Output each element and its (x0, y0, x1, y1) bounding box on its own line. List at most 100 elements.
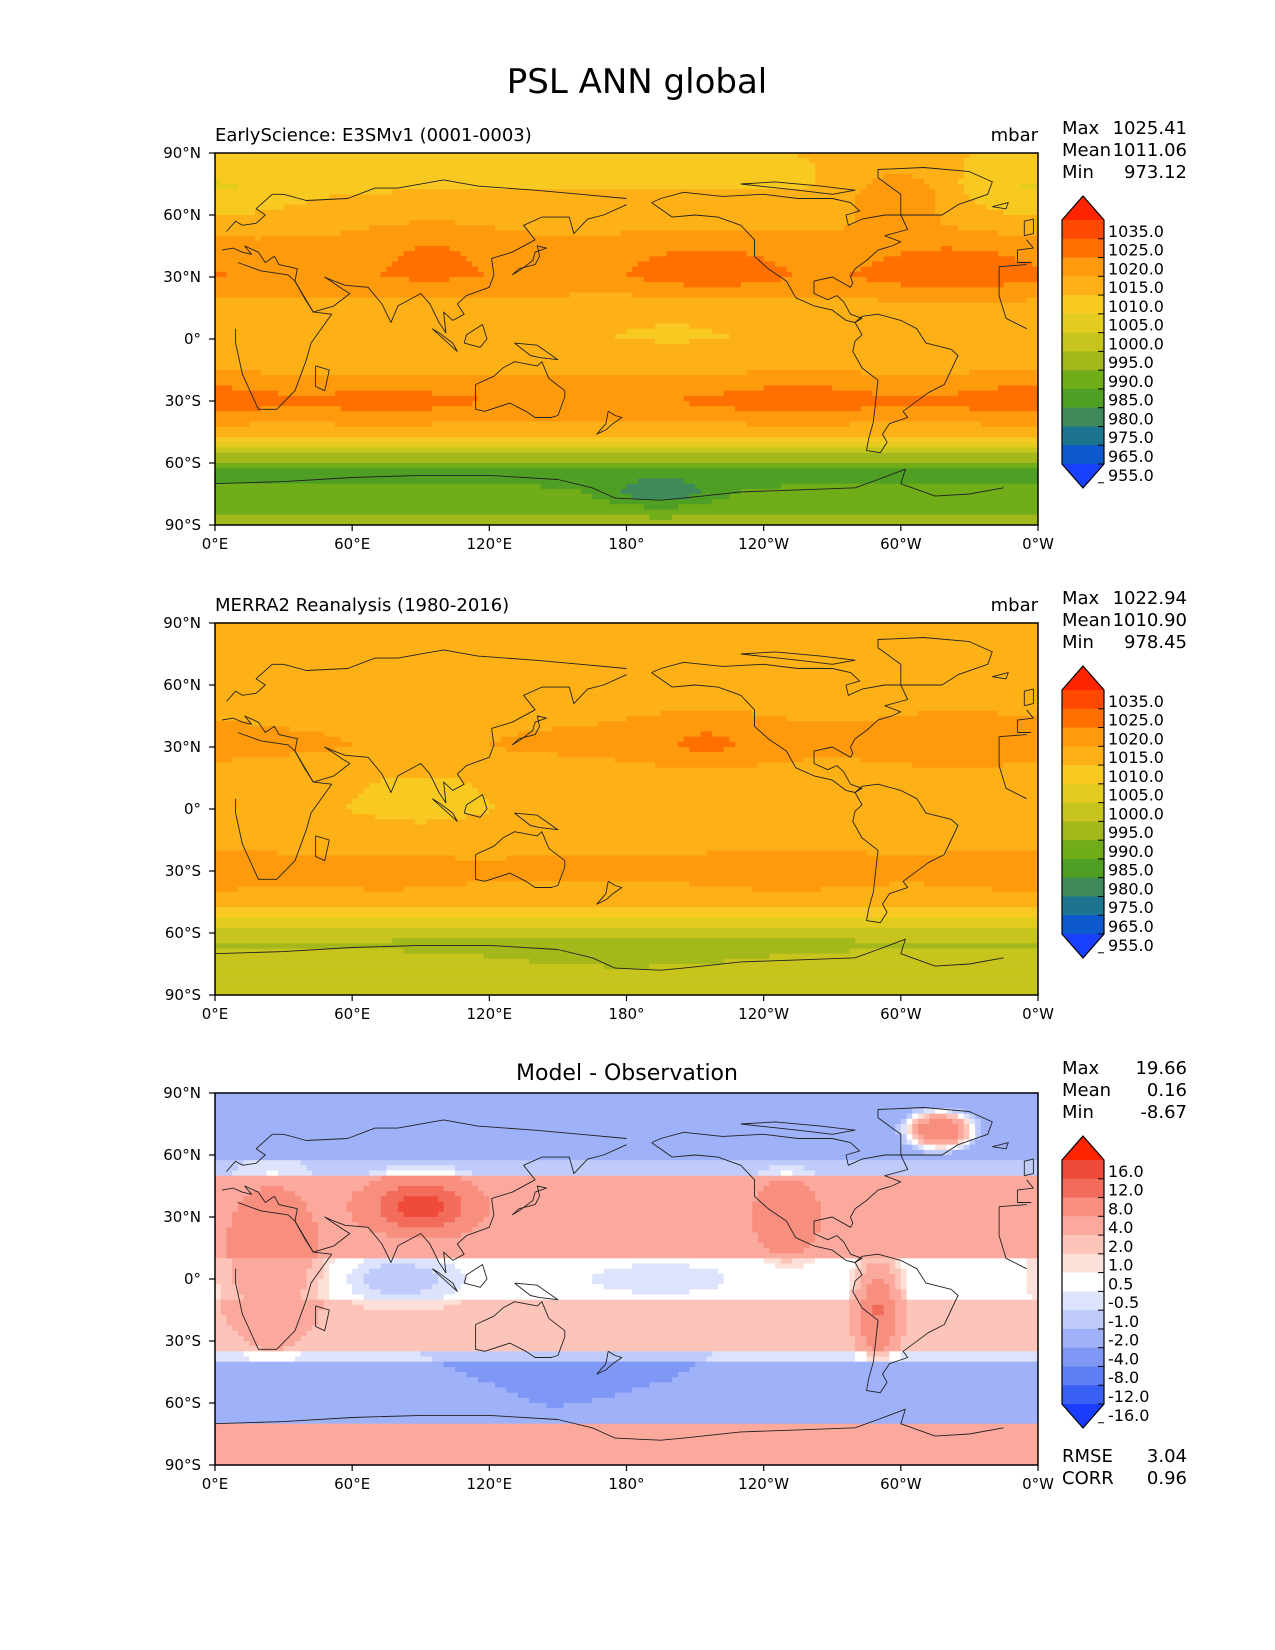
stat-value: 978.45 (1124, 632, 1187, 653)
colorbar-segment (1062, 1160, 1104, 1180)
field-cell (849, 421, 982, 428)
field-cell (369, 225, 496, 232)
field-cell (763, 385, 833, 392)
field-cell (906, 1134, 913, 1141)
field-cell (237, 1165, 308, 1172)
field-cell (306, 1201, 348, 1208)
field-cell (866, 1263, 890, 1270)
field-cell (215, 1366, 456, 1373)
stat-value: 3.04 (1147, 1446, 1187, 1467)
lat-tick-label: 30°N (163, 268, 201, 286)
field-cell (215, 643, 1038, 650)
field-cell (215, 1248, 228, 1254)
field-cell (969, 153, 1038, 159)
field-cell (643, 277, 782, 283)
field-cell (215, 865, 1038, 872)
field-cell (215, 416, 1038, 423)
field-cell (855, 209, 936, 216)
field-cell (472, 1227, 753, 1234)
field-cell (295, 1191, 353, 1197)
field-cell (215, 1423, 1038, 1430)
colorbar-segment (1062, 1310, 1104, 1330)
field-cell (460, 778, 1038, 784)
field-cell (917, 1144, 925, 1151)
field-cell (592, 1279, 725, 1285)
field-cell (397, 1186, 445, 1192)
field-cell (409, 277, 450, 283)
field-cell (820, 1201, 1038, 1208)
field-cell (809, 1186, 1038, 1192)
field-cell (906, 1113, 913, 1120)
field-cell (215, 1346, 262, 1352)
stat-value: 0.16 (1147, 1080, 1187, 1101)
lon-tick-label: 120°W (738, 535, 789, 553)
field-cell (529, 958, 725, 965)
field-cell (677, 1372, 1038, 1378)
field-cell (369, 1180, 473, 1187)
field-cell (900, 1356, 1038, 1363)
field-cell (746, 370, 862, 376)
field-cell (432, 390, 725, 397)
colorbar-tick-label: 1020.0 (1108, 259, 1164, 278)
field-cell (215, 654, 1038, 660)
field-cell (460, 251, 668, 257)
field-cell (215, 251, 405, 257)
field-cell (215, 633, 1038, 640)
field-cell (489, 1206, 753, 1213)
field-cell (477, 1222, 753, 1228)
field-cell (695, 483, 782, 490)
colorbar-segment (1062, 727, 1104, 747)
field-cell (815, 1232, 1038, 1239)
coastline (431, 798, 458, 822)
field-cell (757, 1170, 782, 1177)
field-cell (866, 277, 1038, 283)
field-cell (1026, 1268, 1038, 1275)
colorbar-tick-label: 990.0 (1108, 372, 1154, 391)
field-cell (215, 974, 1038, 981)
field-cell (855, 938, 1038, 944)
stat-label: Min (1062, 632, 1094, 653)
colorbar-tick-label: 995.0 (1108, 353, 1154, 372)
field-cell (855, 1351, 868, 1358)
field-cell (906, 1304, 1038, 1311)
colorbar-segment (1062, 802, 1104, 822)
field-cell (689, 1289, 850, 1296)
stats-box: Max 1022.94 Mean 1010.90 Min 978.45 (1062, 588, 1187, 653)
field-cell (215, 1211, 233, 1218)
field-cell (969, 1113, 976, 1120)
field-cell (757, 1191, 816, 1197)
coastline (651, 1131, 909, 1263)
field-cell (815, 173, 885, 180)
field-cell (437, 1196, 462, 1203)
field-cell (1032, 1294, 1038, 1301)
coastline (852, 1253, 959, 1394)
field-cell (312, 1217, 353, 1223)
field-cell (295, 1356, 433, 1363)
stat-label: Mean (1062, 1080, 1111, 1101)
field-cell (255, 209, 856, 216)
field-cell (889, 1341, 902, 1347)
field-cell (917, 710, 999, 717)
field-cell (923, 1108, 936, 1115)
field-cell (752, 1201, 822, 1208)
field-cell (215, 380, 1038, 387)
field-cell (1032, 261, 1038, 268)
field-cell (352, 1196, 382, 1203)
field-cell (809, 1242, 1038, 1249)
field-cell (397, 1206, 445, 1213)
field-cell (380, 1206, 399, 1213)
field-cell (215, 943, 1038, 950)
field-cell (495, 225, 845, 232)
field-cell (226, 1242, 319, 1249)
field-cell (215, 747, 336, 753)
field-cell (649, 256, 765, 263)
field-cell (215, 1408, 1038, 1414)
panel-units: mbar (991, 595, 1039, 616)
field-cell (329, 1289, 353, 1296)
lat-tick-label: 60°S (165, 454, 201, 472)
field-cell (215, 1444, 1038, 1451)
field-cell (729, 333, 1038, 340)
lat-tick-label: 30°N (163, 1208, 201, 1226)
field-cell (689, 339, 1038, 345)
field-cell (215, 473, 1038, 480)
